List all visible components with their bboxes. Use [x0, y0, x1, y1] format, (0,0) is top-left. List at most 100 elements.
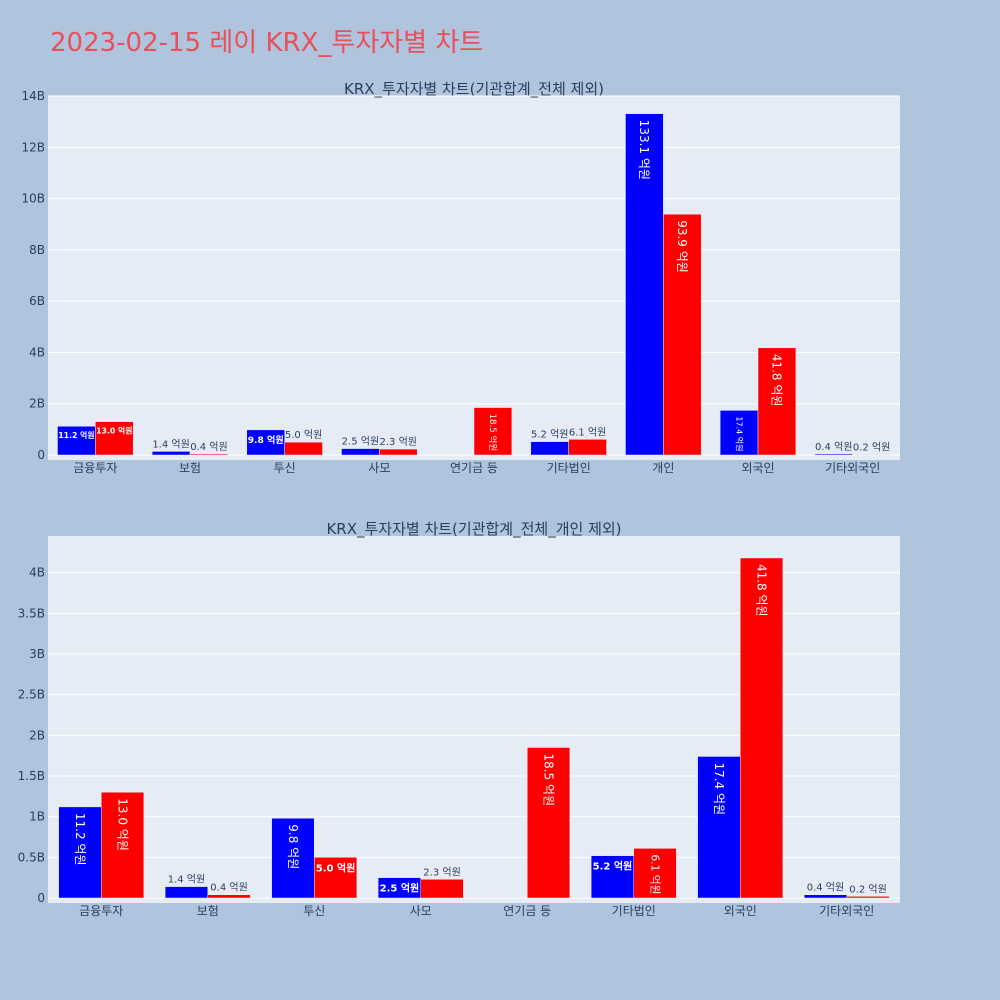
bar-a	[151, 451, 191, 456]
x-tick-label: 연기금 등	[503, 904, 551, 918]
data-label: 9.8 억원	[248, 434, 284, 446]
bar-b	[846, 896, 890, 899]
data-label: 17.4 억원	[712, 762, 726, 815]
x-tick-label: 금융투자	[73, 461, 117, 475]
bar-b	[101, 791, 145, 899]
y-tick-label: 2B	[29, 728, 45, 742]
bar-b	[663, 213, 702, 456]
x-tick-label: 개인	[652, 461, 674, 475]
x-tick-label: 기타외국인	[819, 904, 874, 918]
bar-a	[697, 756, 741, 899]
x-tick-label: 외국인	[741, 461, 774, 475]
y-tick-label: 3.5B	[18, 606, 45, 620]
y-tick-label: 0	[37, 448, 45, 462]
data-label: 5.2 억원	[531, 429, 568, 441]
bar-a	[341, 448, 380, 456]
x-tick-label: 외국인	[724, 904, 757, 918]
bar-b	[473, 407, 513, 456]
data-label: 13.0 억원	[115, 798, 129, 851]
x-tick-label: 보험	[197, 904, 219, 918]
data-label: 11.2 억원	[58, 430, 94, 440]
data-label: 2.3 억원	[423, 866, 460, 878]
chart-investor-all: KRX_투자자별 차트(기관합계_전체 제외) 0 2B 4B 6B 8B 10B 12B 14…	[21, 80, 900, 475]
y-tick-label: 2B	[29, 397, 45, 411]
y-tick-label: 4B	[29, 345, 45, 359]
y-tick-label: 4B	[29, 566, 45, 580]
data-label: 18.5 억원	[541, 754, 555, 807]
data-label: 0.4 억원	[815, 441, 852, 453]
bar-b	[379, 448, 418, 456]
y-tick-label: 12B	[21, 140, 45, 154]
bar-b	[420, 879, 464, 899]
bar-a	[271, 818, 315, 899]
chart-title: KRX_투자자별 차트(기관합계_전체 제외)	[344, 80, 604, 99]
bar-b	[284, 441, 323, 456]
data-label: 0.4 억원	[190, 441, 227, 453]
data-label: 9.8 억원	[286, 824, 300, 869]
data-label: 17.4 억원	[734, 416, 744, 451]
bar-a	[803, 894, 848, 899]
data-label: 5.0 억원	[285, 429, 322, 441]
bar-b	[633, 848, 677, 899]
data-label: 93.9 억원	[675, 220, 689, 273]
bar-b	[95, 421, 134, 456]
data-label: 11.2 억원	[73, 813, 87, 866]
y-tick-label: 6B	[29, 294, 45, 308]
data-label: 13.0 억원	[96, 425, 132, 435]
x-tick-label: 보험	[179, 461, 201, 475]
bar-b	[740, 557, 784, 899]
bar-a	[625, 113, 664, 456]
data-label: 2.5 억원	[342, 436, 379, 448]
bar-a	[58, 806, 102, 899]
x-tick-label: 기타외국인	[825, 461, 880, 475]
x-tick-label: 기타법인	[612, 904, 656, 918]
bar-a	[57, 426, 96, 456]
chart-title: KRX_투자자별 차트(기관합계_전체_개인 제외)	[326, 520, 621, 539]
y-tick-label: 14B	[21, 89, 45, 103]
bar-a	[814, 453, 853, 456]
x-tick-label: 투신	[274, 461, 296, 475]
data-label: 2.5 억원	[380, 882, 420, 895]
page-title: 2023-02-15 레이 KRX_투자자별 차트	[50, 28, 484, 58]
data-label: 0.4 억원	[210, 882, 247, 894]
bar-a	[530, 441, 569, 456]
y-tick-label: 0.5B	[18, 850, 45, 864]
data-label: 0.2 억원	[853, 441, 890, 453]
y-tick-label: 0	[37, 891, 45, 905]
bar-b	[207, 894, 251, 899]
bar-b	[314, 857, 358, 899]
y-tick-label: 3B	[29, 647, 45, 661]
x-tick-label: 투신	[303, 904, 325, 918]
bar-b	[527, 747, 571, 899]
data-label: 18.5 억원	[487, 414, 499, 452]
data-label: 6.1 억원	[569, 426, 606, 438]
data-label: 5.0 억원	[316, 861, 356, 874]
data-label: 2.3 억원	[380, 436, 417, 448]
data-label: 0.4 억원	[807, 882, 844, 894]
x-tick-label: 사모	[410, 904, 432, 918]
data-label: 133.1 억원	[637, 120, 651, 180]
data-label: 1.4 억원	[152, 438, 189, 450]
y-tick-label: 8B	[29, 243, 45, 257]
bar-b	[852, 454, 891, 456]
bar-a	[719, 410, 759, 456]
chart-investor-excl-individual: KRX_투자자별 차트(기관합계_전체_개인 제외) 0 0.5B 1B 1.5B 2B 2…	[18, 520, 900, 918]
y-tick-label: 10B	[21, 192, 45, 206]
x-tick-label: 연기금 등	[450, 461, 498, 475]
bar-b	[757, 347, 797, 456]
bar-a	[246, 429, 285, 456]
y-tick-label: 2.5B	[18, 688, 45, 702]
x-tick-label: 금융투자	[79, 904, 123, 918]
data-label: 5.2 억원	[593, 860, 633, 873]
data-label: 6.1 억원	[648, 854, 661, 894]
data-label: 41.8 억원	[770, 354, 784, 407]
data-label: 1.4 억원	[168, 874, 205, 886]
y-tick-label: 1.5B	[18, 769, 45, 783]
data-label: 0.2 억원	[849, 883, 886, 895]
bar-b	[568, 439, 607, 456]
bar-b	[189, 453, 229, 456]
y-tick-label: 1B	[29, 810, 45, 824]
bar-a	[164, 886, 208, 899]
x-tick-label: 기타법인	[547, 461, 591, 475]
x-tick-label: 사모	[368, 461, 390, 475]
